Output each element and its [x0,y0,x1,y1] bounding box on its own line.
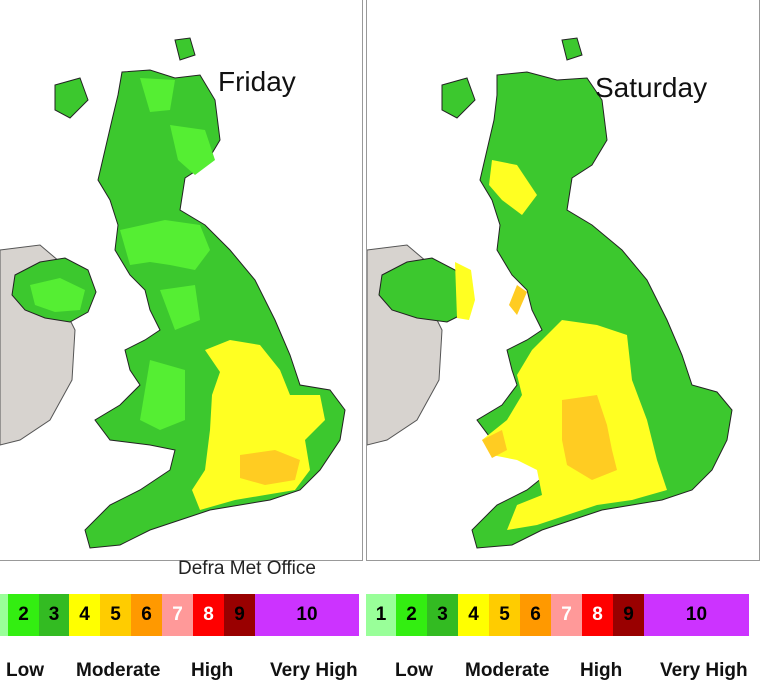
saturday-map-graphic [367,37,733,549]
band-high-left: High [191,660,234,681]
saturday-title: Saturday [595,72,708,103]
band-very-high-right: Very High [660,660,748,681]
friday-map-graphic [0,37,346,549]
band-low-right: Low [395,660,433,681]
map-saturday: Saturday [366,0,760,561]
scale-right-level-7: 7 [551,594,582,636]
band-moderate-right: Moderate [465,660,550,681]
scale-left-level-4: 4 [69,594,100,636]
scale-left-level-8: 8 [193,594,224,636]
scale-left-level-9: 9 [224,594,255,636]
scale-left-level-2: 2 [8,594,39,636]
pollen-scale-left: 2 3 4 5 6 7 8 9 10 [0,594,359,636]
scale-right-level-3: 3 [427,594,458,636]
scale-left-level-3: 3 [39,594,69,636]
scale-left-level-5: 5 [100,594,131,636]
scale-left-level-7: 7 [162,594,193,636]
scale-right-level-10: 10 [644,594,749,636]
scale-left-level-1-partial [0,594,8,636]
scale-right-level-6: 6 [520,594,551,636]
scale-right-level-2: 2 [396,594,427,636]
scale-right-level-9: 9 [613,594,644,636]
band-very-high-left: Very High [270,660,358,681]
scale-right-level-8: 8 [582,594,613,636]
band-moderate-left: Moderate [76,660,161,681]
scale-right-level-4: 4 [458,594,489,636]
map-friday: Friday [0,0,363,561]
band-high-right: High [580,660,623,681]
scale-right-level-1: 1 [366,594,396,636]
scale-left-level-10: 10 [255,594,359,636]
friday-title: Friday [218,66,296,97]
scale-left-level-6: 6 [131,594,162,636]
pollen-scale-right: 1 2 3 4 5 6 7 8 9 10 [366,594,749,636]
band-low-left: Low [6,660,44,681]
credit-label: Defra Met Office [178,558,316,579]
scale-right-level-5: 5 [489,594,520,636]
